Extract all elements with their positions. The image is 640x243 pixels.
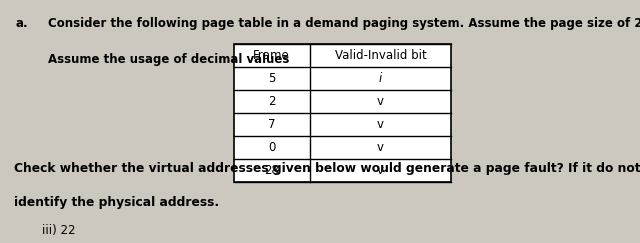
Text: Frame: Frame: [253, 49, 290, 62]
Text: iii) 22: iii) 22: [42, 224, 75, 236]
Text: Assume the usage of decimal values: Assume the usage of decimal values: [48, 53, 289, 66]
Text: identify the physical address.: identify the physical address.: [14, 196, 220, 208]
Text: v: v: [377, 141, 384, 154]
Text: 2: 2: [268, 95, 275, 108]
Text: 5: 5: [268, 72, 275, 85]
Text: v: v: [377, 164, 384, 177]
Text: v: v: [377, 118, 384, 131]
Text: 28: 28: [264, 164, 279, 177]
Text: Valid-Invalid bit: Valid-Invalid bit: [335, 49, 426, 62]
Text: i: i: [379, 72, 382, 85]
Text: Consider the following page table in a demand paging system. Assume the page siz: Consider the following page table in a d…: [48, 17, 640, 30]
Text: 7: 7: [268, 118, 275, 131]
Text: v: v: [377, 95, 384, 108]
Text: Check whether the virtual addresses given below would generate a page fault? If : Check whether the virtual addresses give…: [14, 162, 640, 174]
Text: 0: 0: [268, 141, 275, 154]
Text: a.: a.: [16, 17, 29, 30]
